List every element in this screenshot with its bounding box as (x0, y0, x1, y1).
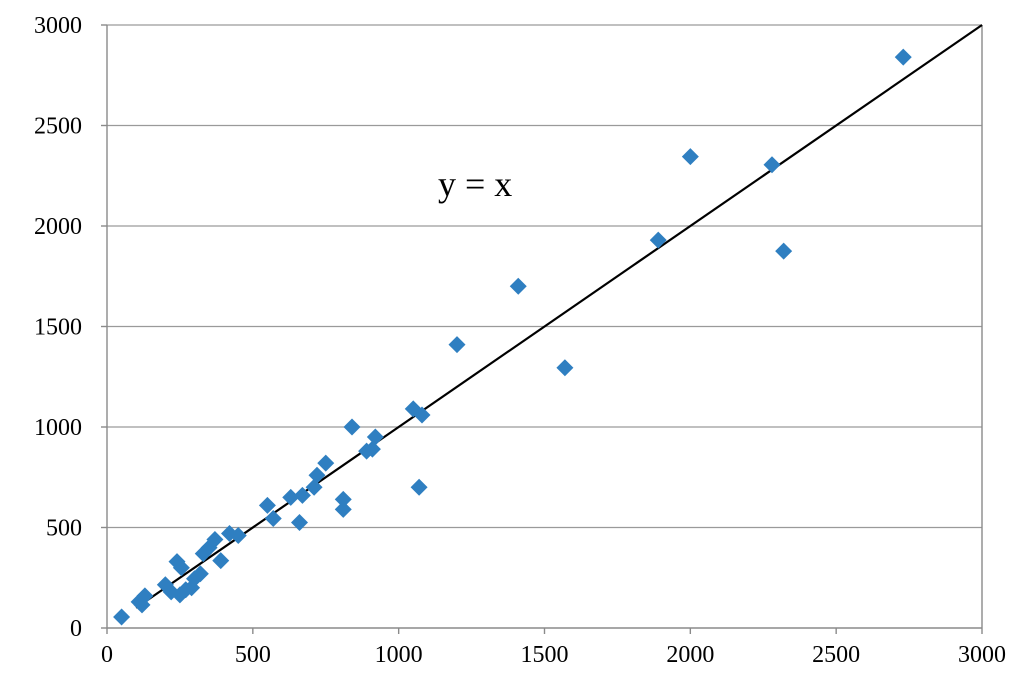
x-tick-label-0: 0 (101, 642, 113, 668)
data-point-27 (334, 490, 352, 508)
y-tick-label-500: 500 (46, 516, 82, 542)
data-point-15 (206, 531, 224, 549)
gridlines (107, 24, 982, 529)
data-point-42 (775, 242, 793, 260)
data-point-19 (258, 496, 276, 514)
reference-line-y-equals-x (135, 24, 983, 609)
data-point-36 (448, 336, 466, 354)
data-point-8 (172, 559, 190, 577)
y-tick-label-1000: 1000 (34, 415, 82, 441)
data-point-12 (191, 565, 209, 583)
equation-annotation: y = x (438, 164, 512, 204)
data-point-32 (366, 428, 384, 446)
data-point-43 (894, 48, 912, 66)
data-point-40 (681, 148, 699, 166)
tick-labels: 0 500 1000 1500 2000 2500 3000 0 500 1000 1500 2000… (34, 13, 1006, 668)
x-tick-label-3000: 3000 (958, 642, 1006, 668)
data-point-26 (317, 454, 335, 472)
data-point-39 (649, 231, 667, 249)
data-point-31 (363, 440, 381, 458)
axes (101, 24, 983, 634)
data-point-29 (343, 418, 361, 436)
y-tick-label-3000: 3000 (34, 13, 82, 39)
x-tick-label-500: 500 (235, 642, 271, 668)
data-point-35 (410, 478, 428, 496)
y-tick-label-0: 0 (70, 616, 82, 642)
data-point-21 (282, 488, 300, 506)
data-point-37 (509, 277, 527, 295)
data-point-28 (334, 500, 352, 518)
data-point-16 (212, 552, 230, 570)
data-point-38 (556, 359, 574, 377)
x-tick-label-1500: 1500 (521, 642, 569, 668)
data-point-22 (291, 513, 308, 531)
data-point-25 (308, 466, 326, 484)
data-point-3 (136, 587, 154, 605)
x-tick-label-1000: 1000 (375, 642, 423, 668)
data-point-23 (293, 486, 311, 504)
x-tick-label-2500: 2500 (812, 642, 860, 668)
data-point-24 (305, 478, 323, 496)
x-tick-label-2000: 2000 (666, 642, 714, 668)
y-tick-label-2000: 2000 (34, 214, 82, 240)
data-point-0 (113, 608, 131, 626)
reference-line-group (135, 24, 983, 609)
data-point-41 (763, 156, 781, 174)
y-tick-label-2500: 2500 (34, 114, 82, 140)
data-point-18 (229, 527, 247, 545)
y-tick-label-1500: 1500 (34, 315, 82, 341)
data-points (113, 48, 912, 626)
data-point-20 (264, 509, 282, 527)
data-point-34 (413, 406, 431, 424)
